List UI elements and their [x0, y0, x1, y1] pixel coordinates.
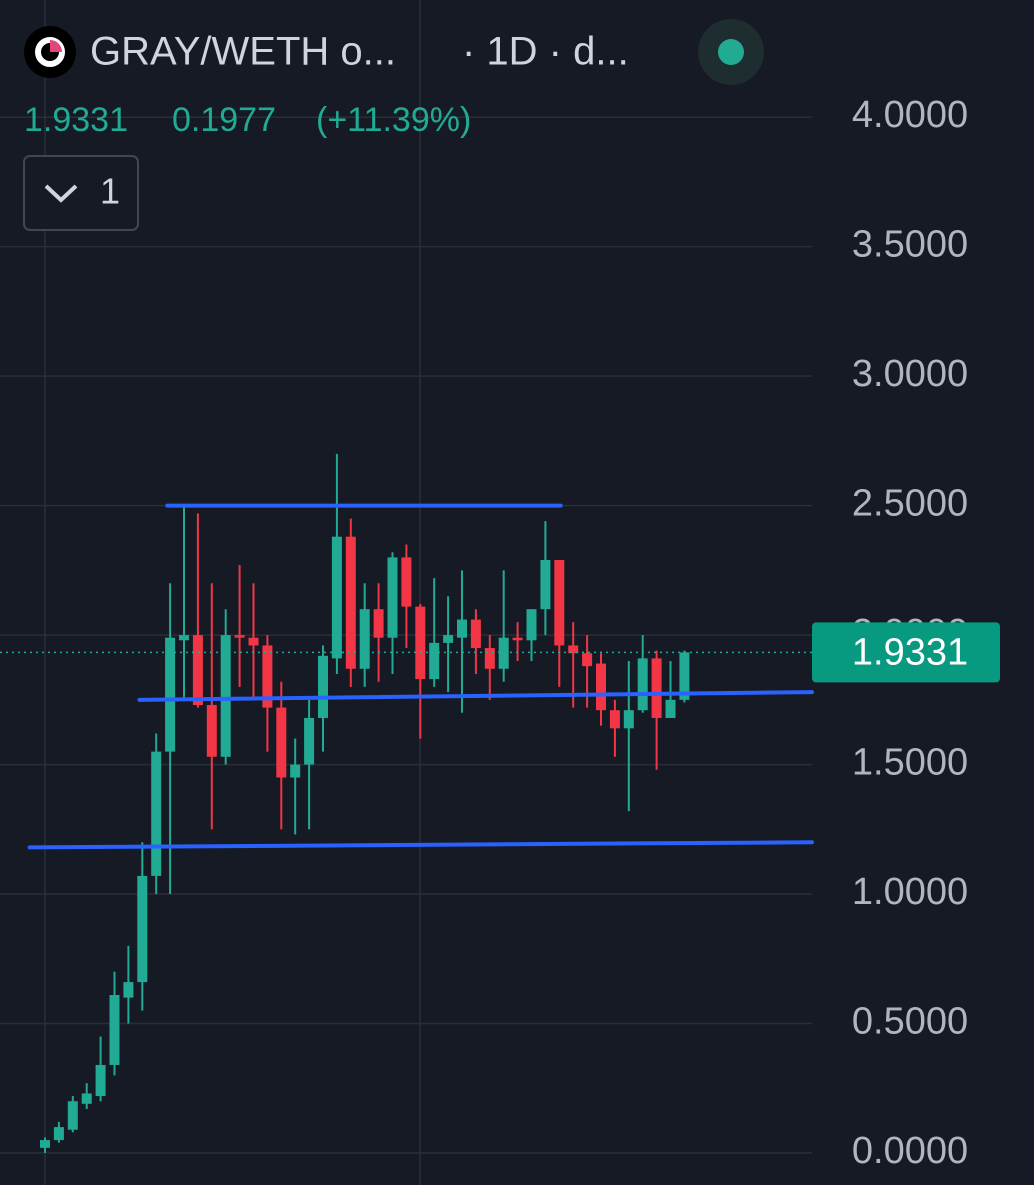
- indicator-count: 1: [100, 171, 120, 212]
- candle-body: [582, 653, 593, 667]
- candle-body: [109, 995, 120, 1065]
- candle-body: [470, 619, 481, 649]
- last-price: 1.9331: [24, 101, 128, 139]
- candle-body: [484, 648, 495, 669]
- candle-body: [290, 764, 301, 778]
- candle-body: [81, 1093, 92, 1104]
- logo-accent: [50, 40, 62, 52]
- candle-body: [220, 635, 231, 757]
- candle-body: [609, 710, 620, 729]
- candle-body: [429, 642, 440, 680]
- y-tick-label: 3.5000: [852, 224, 968, 266]
- candle-body: [665, 699, 676, 718]
- candle-body: [248, 637, 259, 646]
- candle-body: [443, 635, 454, 643]
- y-tick-label: 3.0000: [852, 353, 968, 395]
- candle-body: [498, 637, 509, 669]
- candle-body: [165, 637, 176, 752]
- candle-body: [123, 982, 134, 998]
- plot: [0, 453, 814, 1153]
- candle-body: [415, 606, 426, 680]
- interval: · 1D · d...: [462, 30, 629, 74]
- candle-body: [206, 705, 217, 757]
- candle-body: [53, 1127, 64, 1141]
- candle-body: [95, 1064, 106, 1097]
- grid: [0, 0, 812, 1185]
- candle-body: [373, 609, 384, 638]
- candle-body: [318, 655, 328, 718]
- y-tick-label: 0.0000: [852, 1130, 968, 1172]
- candle-body: [331, 536, 342, 659]
- candle-body: [596, 663, 606, 711]
- candle-body: [512, 637, 523, 641]
- candle-body: [568, 645, 579, 654]
- change: 0.1977: [172, 101, 276, 139]
- candle-body: [234, 635, 245, 638]
- candle-body: [262, 645, 273, 708]
- candle-body: [623, 710, 634, 729]
- candle-body: [345, 536, 356, 669]
- y-tick-label: 1.5000: [852, 742, 968, 784]
- trendline: [27, 840, 814, 850]
- candle-body: [192, 635, 203, 706]
- candle-body: [359, 609, 370, 669]
- y-axis: 0.00000.50001.00001.50002.00002.50003.00…: [812, 94, 1000, 1172]
- candle-body: [40, 1140, 50, 1148]
- trendline: [137, 690, 814, 702]
- candle-body: [457, 619, 467, 638]
- candle-body: [526, 609, 537, 641]
- candle-body: [679, 652, 690, 700]
- candle-body: [151, 751, 162, 876]
- y-tick-label: 2.5000: [852, 483, 968, 525]
- candle-body: [540, 559, 551, 610]
- y-tick-label: 1.0000: [852, 871, 968, 913]
- indicator-button[interactable]: [23, 155, 139, 231]
- change-percent: (+11.39%): [316, 101, 471, 139]
- candle-body: [276, 707, 287, 778]
- candle-body: [137, 875, 148, 983]
- candle-body: [637, 658, 648, 711]
- header: GRAY/WETH o... · 1D · d... 1.9331 0.1977…: [23, 19, 764, 231]
- price-badge: [812, 622, 1000, 683]
- candle-body: [179, 635, 189, 641]
- symbol-title: GRAY/WETH o...: [90, 30, 396, 74]
- candle-body: [651, 658, 662, 718]
- candle-body: [554, 559, 565, 646]
- status-dot: [718, 39, 744, 65]
- y-tick-label: 4.0000: [852, 94, 968, 136]
- candle-body: [401, 557, 412, 607]
- candle-body: [304, 717, 315, 765]
- price-badge-label: 1.9331: [852, 631, 968, 673]
- candle-body: [67, 1101, 78, 1130]
- chevron: [44, 184, 78, 203]
- y-tick-label: 0.5000: [852, 1001, 968, 1043]
- candle-body: [387, 557, 398, 638]
